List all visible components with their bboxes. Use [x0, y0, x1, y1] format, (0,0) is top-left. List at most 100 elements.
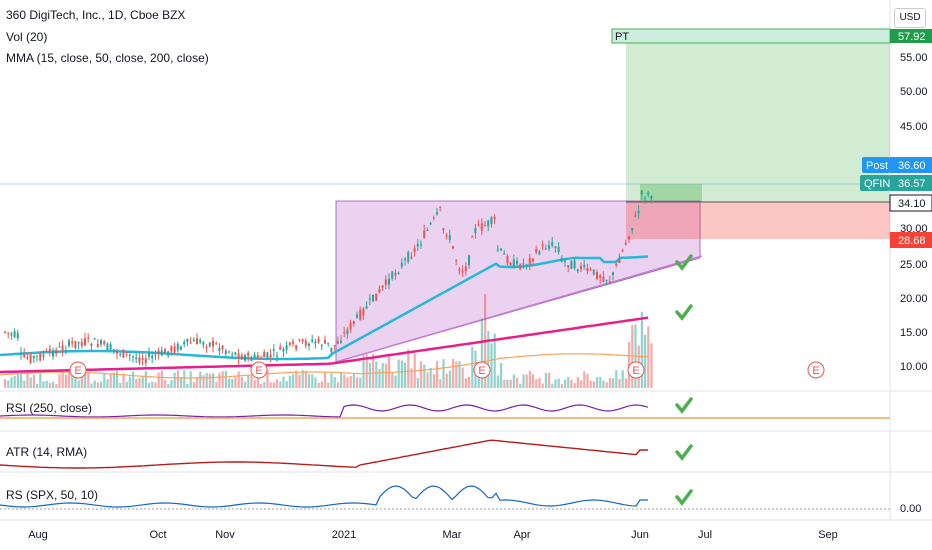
time-axis[interactable]: Aug Oct Nov 2021 Mar Apr Jun Jul Sep [28, 529, 838, 541]
candle-body [416, 243, 419, 247]
candle-body [71, 341, 74, 344]
candle-body [522, 263, 525, 265]
candle-body [359, 309, 362, 320]
volume-bar [551, 383, 554, 388]
candle-body [298, 339, 301, 341]
candle-body [528, 257, 531, 265]
pt-box[interactable] [611, 28, 891, 44]
triangle-support-line[interactable] [335, 255, 703, 363]
earnings-marker[interactable] [473, 361, 491, 379]
candle-body [352, 321, 355, 324]
volume-bar [7, 380, 10, 388]
candle-body [112, 349, 115, 351]
volume-bar [282, 376, 285, 388]
candle-body [141, 357, 144, 361]
volume-bar [612, 378, 615, 388]
candle-body [637, 210, 640, 214]
volume-bar [317, 382, 320, 388]
volume-bar [343, 374, 346, 388]
ticker-value-tag [890, 175, 932, 191]
volume-bar [493, 333, 496, 388]
candle-body [343, 332, 346, 334]
volume-bar [336, 382, 339, 388]
earnings-marker-label: E [478, 365, 485, 377]
candle-body [576, 269, 579, 272]
candle-body [247, 352, 250, 356]
candle-body [48, 348, 51, 353]
mma-legend[interactable]: MMA (15, close, 50, close, 200, close) [6, 51, 209, 65]
candle-body [55, 349, 58, 354]
candle-body [320, 345, 323, 347]
candle-body [436, 212, 438, 215]
volume-bar [391, 372, 394, 388]
candle-body [650, 196, 653, 199]
target-zone[interactable] [626, 36, 890, 202]
price-tick: 55.00 [900, 52, 928, 64]
volume-bar [180, 377, 183, 388]
candle-body [260, 358, 262, 360]
candle-body [122, 349, 125, 358]
candle-body [167, 351, 170, 356]
rs-legend[interactable]: RS (SPX, 50, 10) [6, 488, 99, 502]
candle-body [39, 353, 42, 361]
volume-bar [228, 378, 231, 388]
candle-body [304, 340, 307, 346]
volume-bar [314, 377, 317, 388]
volume-bar [256, 372, 259, 388]
earnings-marker[interactable] [69, 361, 87, 379]
volume-bar [640, 311, 643, 388]
candle-body [221, 345, 224, 349]
volume-bar [58, 374, 61, 388]
volume-legend[interactable]: Vol (20) [6, 30, 48, 44]
volume-bar [426, 372, 429, 388]
volume-bar [170, 380, 173, 388]
candle-body [567, 265, 570, 268]
volume-bar [135, 378, 138, 388]
candle-body [212, 340, 214, 347]
candle-body [314, 341, 317, 344]
earnings-marker[interactable] [250, 361, 268, 379]
volume-bar [429, 367, 432, 388]
candle-body [7, 332, 10, 334]
volume-bar [535, 379, 538, 388]
volume-bar [631, 325, 634, 388]
volume-bar [330, 373, 333, 388]
candle-body [573, 260, 576, 269]
chart-title[interactable]: 360 DigiTech, Inc., 1D, Cboe BZX [6, 8, 186, 22]
rsi-legend[interactable]: RSI (250, close) [6, 401, 93, 415]
time-tick: Aug [28, 529, 48, 541]
volume-bar [148, 383, 151, 388]
candle-body [285, 345, 288, 350]
volume-bar [442, 358, 445, 388]
ticker-value: 36.57 [898, 178, 926, 190]
candle-body [173, 346, 176, 353]
candle-body [164, 349, 166, 353]
time-tick: Jul [698, 529, 712, 541]
candle-body [378, 289, 381, 293]
candle-body [154, 355, 157, 357]
volume-bar [480, 318, 483, 388]
candle-body [13, 331, 16, 338]
stop-zone[interactable] [626, 202, 890, 239]
candle-body [68, 340, 70, 346]
ascending-triangle[interactable] [335, 200, 701, 363]
volume-bar [128, 376, 131, 388]
earnings-marker[interactable] [627, 361, 645, 379]
candle-body [330, 347, 333, 352]
atr-legend[interactable]: ATR (14, RMA) [6, 445, 88, 459]
earnings-marker[interactable] [807, 361, 825, 379]
candle-body [189, 342, 192, 344]
candle-body [384, 279, 387, 285]
currency-button[interactable]: USD [894, 8, 926, 28]
candle-body [215, 343, 218, 345]
price-axis[interactable]: 55.0050.0045.0030.0025.0020.0015.0010.00… [900, 52, 928, 515]
candle-body [263, 352, 266, 357]
volume-bar [538, 377, 541, 388]
candle-body [336, 341, 339, 344]
volume-bar [560, 383, 563, 388]
post-label: Post [866, 160, 888, 172]
candle-body [103, 341, 106, 345]
candle-body [224, 350, 227, 354]
candle-body [144, 358, 147, 363]
